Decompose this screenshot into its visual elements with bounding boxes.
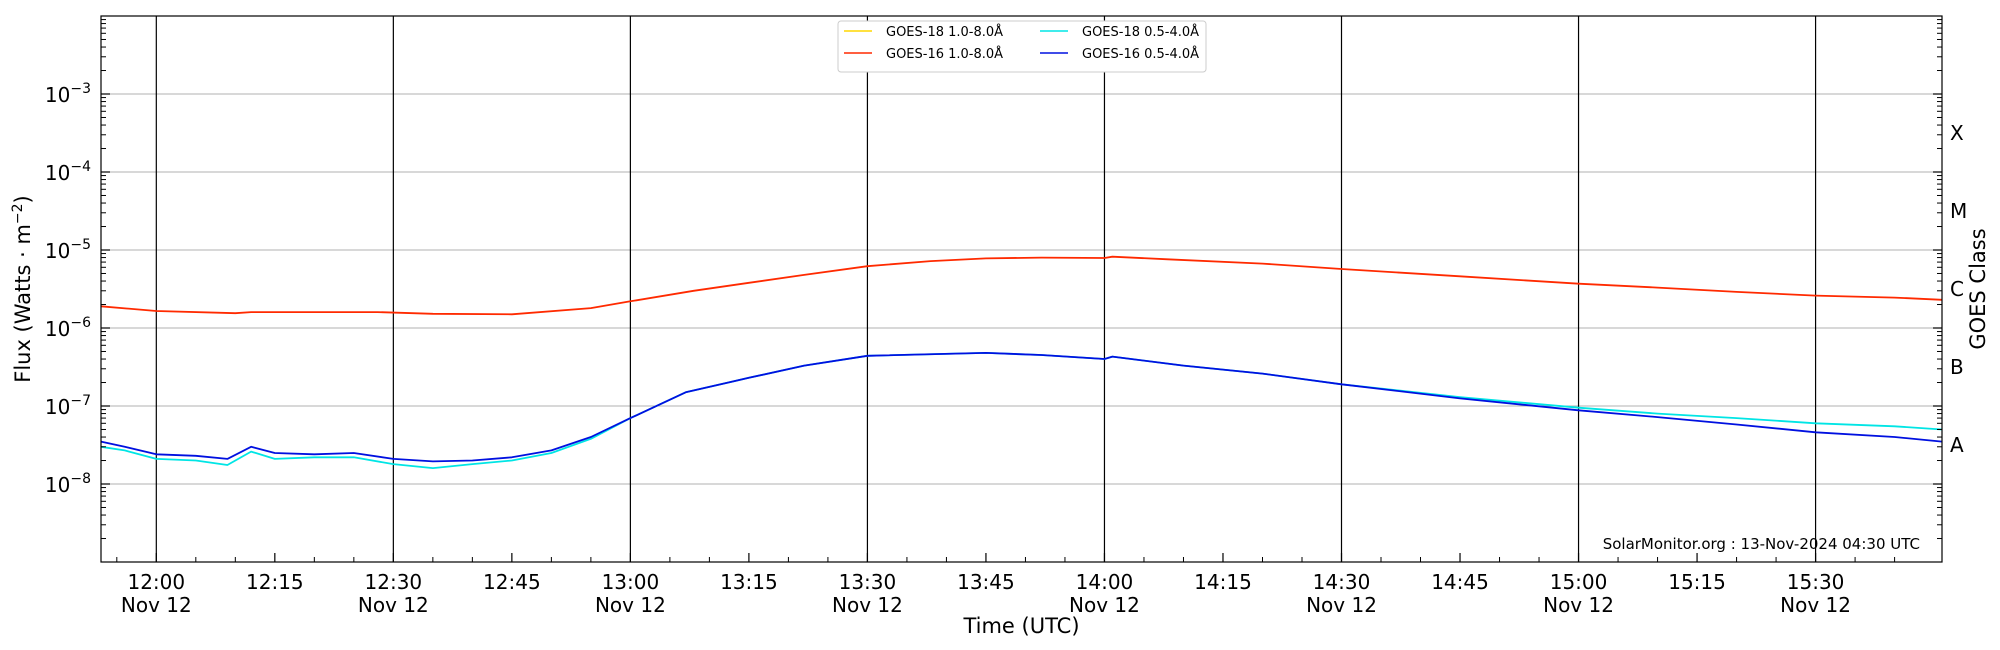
x-tick-label: 15:15 <box>1668 570 1726 594</box>
goes-class-label: C <box>1950 277 1964 301</box>
goes-class-label: M <box>1950 199 1967 223</box>
x-tick-date-label: Nov 12 <box>832 593 903 617</box>
y-tick-exponent: −3 <box>70 81 91 97</box>
legend-label: GOES-18 1.0-8.0Å <box>886 24 1003 40</box>
x-tick-label: 14:15 <box>1194 570 1252 594</box>
credit-text: SolarMonitor.org : 13-Nov-2024 04:30 UTC <box>1603 535 1920 553</box>
x-tick-date-label: Nov 12 <box>595 593 666 617</box>
goes-class-label: A <box>1950 433 1964 457</box>
gridlines <box>101 93 1942 485</box>
x-tick-label: 14:30 <box>1313 570 1371 594</box>
plot-frame <box>100 15 1943 563</box>
x-axis-title: Time (UTC) <box>962 614 1079 638</box>
x-tick-label: 12:00 <box>127 570 185 594</box>
goes-class-labels: A B C M X <box>1950 121 1967 457</box>
y-axis-title-close: ) <box>11 195 35 203</box>
x-tick-date-label: Nov 12 <box>358 593 429 617</box>
legend-label: GOES-18 0.5-4.0Å <box>1082 24 1199 40</box>
time-markers <box>155 16 1817 562</box>
y-tick-exponent: −4 <box>70 159 91 175</box>
y-tick-base: 10 <box>45 317 70 341</box>
x-tick-date-label: Nov 12 <box>121 593 192 617</box>
x-tick-label: 15:30 <box>1787 570 1845 594</box>
y-tick-base: 10 <box>45 395 70 419</box>
goes-class-axis-title: GOES Class <box>1966 228 1990 349</box>
legend-label: GOES-16 0.5-4.0Å <box>1082 46 1199 62</box>
series-line <box>100 255 1943 316</box>
legend-label: GOES-16 1.0-8.0Å <box>886 46 1003 62</box>
x-tick-label: 12:15 <box>246 570 304 594</box>
x-tick-label: 13:45 <box>957 570 1015 594</box>
series-layer <box>100 255 1943 469</box>
x-tick-label: 13:15 <box>720 570 778 594</box>
y-axis-title-main: Flux (Watts · m <box>11 224 35 383</box>
x-tick-label: 13:00 <box>602 570 660 594</box>
y-tick-base: 10 <box>45 83 70 107</box>
goes-class-label: B <box>1950 355 1964 379</box>
x-tick-date-label: Nov 12 <box>1780 593 1851 617</box>
y-tick-label: 10−7 <box>45 393 91 419</box>
series-line <box>100 352 1943 463</box>
y-tick-label: 10−4 <box>45 159 91 185</box>
x-tick-label: 13:30 <box>839 570 897 594</box>
y-tick-exponent: −5 <box>70 237 91 253</box>
y-tick-exponent: −6 <box>70 315 91 331</box>
y-tick-exponent: −7 <box>70 393 91 409</box>
y-tick-exponent: −8 <box>70 471 91 487</box>
x-tick-date-label: Nov 12 <box>1306 593 1377 617</box>
y-tick-label: 10−3 <box>45 81 91 107</box>
x-tick-label: 14:45 <box>1431 570 1489 594</box>
y-axis-ticks: 10−810−710−610−510−410−3 <box>45 19 1942 540</box>
goes-class-label: X <box>1950 121 1964 145</box>
legend-box <box>837 20 1207 73</box>
x-tick-date-label: Nov 12 <box>1069 593 1140 617</box>
y-tick-base: 10 <box>45 239 70 263</box>
y-tick-base: 10 <box>45 473 70 497</box>
y-tick-label: 10−6 <box>45 315 91 341</box>
x-tick-label: 15:00 <box>1550 570 1608 594</box>
x-tick-label: 14:00 <box>1076 570 1134 594</box>
y-tick-base: 10 <box>45 161 70 185</box>
x-tick-date-label: Nov 12 <box>1543 593 1614 617</box>
y-tick-label: 10−5 <box>45 237 91 263</box>
y-axis-title: Flux (Watts · m−2) <box>10 195 35 383</box>
legend: GOES-18 1.0-8.0Å GOES-16 1.0-8.0Å GOES-18 … <box>837 20 1207 73</box>
x-tick-label: 12:30 <box>365 570 423 594</box>
y-axis-title-exponent: −2 <box>10 203 26 224</box>
x-tick-label: 12:45 <box>483 570 541 594</box>
y-tick-label: 10−8 <box>45 471 91 497</box>
